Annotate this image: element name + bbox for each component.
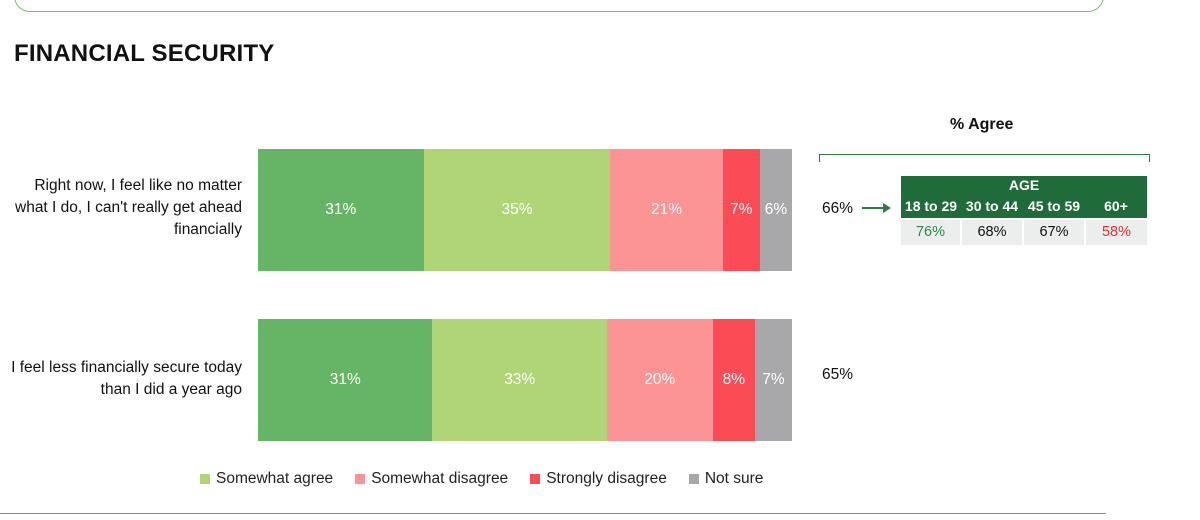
legend-label: Strongly disagree <box>546 470 667 487</box>
data-label: 33% <box>504 371 536 388</box>
data-label: 6% <box>764 201 788 218</box>
legend-swatch <box>200 474 210 484</box>
bar-segment-not-sure: 7% <box>754 319 792 441</box>
age-value-18-29: 76% <box>901 220 960 245</box>
data-label: 7% <box>762 371 785 388</box>
legend-item-somewhat-agree: Somewhat agree <box>200 470 333 488</box>
net-agree-value-1: 66% <box>822 200 854 217</box>
legend-item-not-sure: Not sure <box>688 470 764 488</box>
data-label: 20% <box>644 371 676 388</box>
bottom-divider <box>0 513 1106 514</box>
legend-label: Somewhat agree <box>216 470 334 487</box>
bar-segment-somewhat-disagree: 21% <box>610 149 723 271</box>
age-breakdown-table: AGE 18 to 29 30 to 44 45 to 59 60+ 76% 6… <box>901 176 1147 245</box>
bar-segment-strongly-agree: 31% <box>258 319 433 441</box>
bar-segment-strongly-agree: 31% <box>258 149 424 271</box>
legend-item-somewhat-disagree: Somewhat disagree <box>355 470 508 488</box>
age-value-row: 76% 68% 67% 58% <box>901 220 1147 245</box>
arrow-head-icon <box>883 203 891 213</box>
legend-swatch <box>530 474 541 484</box>
stacked-bar-2: 31% 33% 20% 8% 7% <box>258 319 792 441</box>
data-label: 21% <box>650 201 683 218</box>
data-label: 7% <box>730 201 753 218</box>
legend-swatch <box>355 474 366 484</box>
bar-segment-strongly-disagree: 7% <box>722 149 760 271</box>
age-value-45-59: 67% <box>1024 220 1084 245</box>
question-label-1: Right now, I feel like no matter what I … <box>15 177 242 238</box>
page-title: FINANCIAL SECURITY <box>14 40 275 67</box>
agree-header: % Agree <box>950 116 1014 133</box>
legend-label: Somewhat disagree <box>371 470 509 487</box>
age-value-30-44: 68% <box>962 220 1022 245</box>
age-col-60-plus: 60+ <box>1104 198 1128 214</box>
age-bracket-line <box>819 154 1150 162</box>
age-col-18-29: 18 to 29 <box>904 198 958 214</box>
bar-segment-somewhat-agree: 35% <box>423 149 611 271</box>
data-label: 31% <box>329 371 361 388</box>
legend-label: Not sure <box>704 470 764 487</box>
age-column-headers: 18 to 29 30 to 44 45 to 59 60+ <box>901 195 1147 218</box>
data-label: 8% <box>722 371 746 388</box>
net-agree-value-2: 65% <box>822 366 854 383</box>
age-table-header: AGE 18 to 29 30 to 44 45 to 59 60+ <box>901 176 1147 218</box>
age-col-45-59: 45 to 59 <box>1027 198 1081 214</box>
age-table-title: AGE <box>1008 177 1040 193</box>
stacked-bar-1: 31% 35% 21% 7% 6% <box>258 149 792 271</box>
data-label: 31% <box>325 201 357 218</box>
age-value-60-plus: 58% <box>1086 220 1147 245</box>
arrow-right-icon <box>862 207 884 209</box>
bar-segment-somewhat-agree: 33% <box>432 319 607 441</box>
question-label-2: I feel less financially secure today tha… <box>11 359 242 398</box>
top-banner-frame <box>14 0 1104 12</box>
bar-segment-strongly-disagree: 8% <box>712 319 755 441</box>
chart-legend: Somewhat agree Somewhat disagree Strongly … <box>200 470 785 488</box>
bar-segment-not-sure: 6% <box>759 149 792 271</box>
legend-item-strongly-disagree: Strongly disagree <box>530 470 667 488</box>
legend-swatch <box>688 474 699 484</box>
age-col-30-44: 30 to 44 <box>965 198 1019 214</box>
bar-segment-somewhat-disagree: 20% <box>606 319 713 441</box>
data-label: 35% <box>501 201 533 218</box>
